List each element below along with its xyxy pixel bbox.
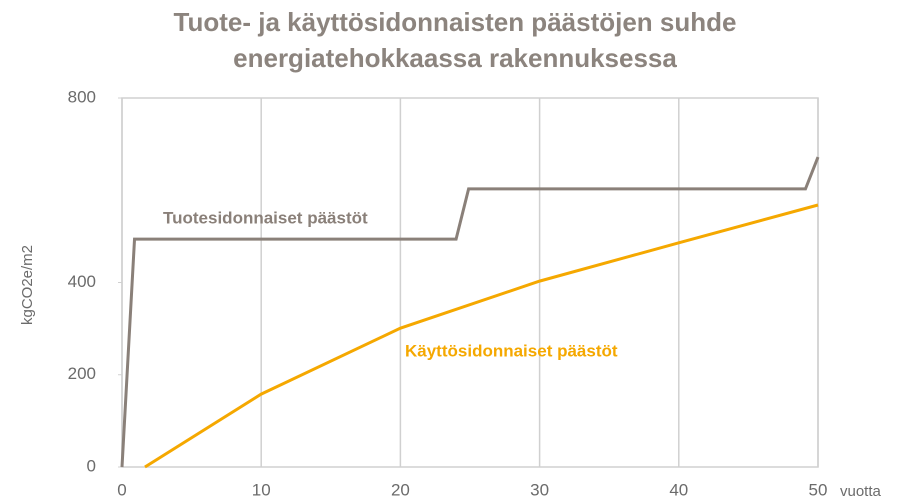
x-tick-label: 0 — [117, 480, 126, 499]
y-axis-label: kgCO2e/m2 — [19, 245, 36, 325]
y-tick-label: 400 — [68, 272, 96, 291]
plot-frame — [121, 97, 819, 468]
chart-title: energiatehokkaassa rakennuksessa — [233, 43, 677, 73]
y-tick-label: 0 — [87, 456, 96, 475]
series-line — [120, 156, 820, 468]
series-label: Käyttösidonnaiset päästöt — [405, 341, 618, 360]
y-tick-label: 800 — [68, 87, 96, 106]
x-tick-label: 50 — [809, 480, 828, 499]
y-tick-label: 200 — [68, 364, 96, 383]
x-axis-label: vuotta — [840, 483, 882, 500]
x-tick-label: 40 — [669, 480, 688, 499]
x-tick-label: 30 — [530, 480, 549, 499]
x-tick-label: 20 — [391, 480, 410, 499]
series-label: Tuotesidonnaiset päästöt — [163, 208, 368, 227]
series-line — [144, 203, 819, 469]
x-tick-label: 10 — [252, 480, 271, 499]
chart-title: Tuote- ja käyttösidonnaisten päästöjen s… — [174, 7, 737, 37]
